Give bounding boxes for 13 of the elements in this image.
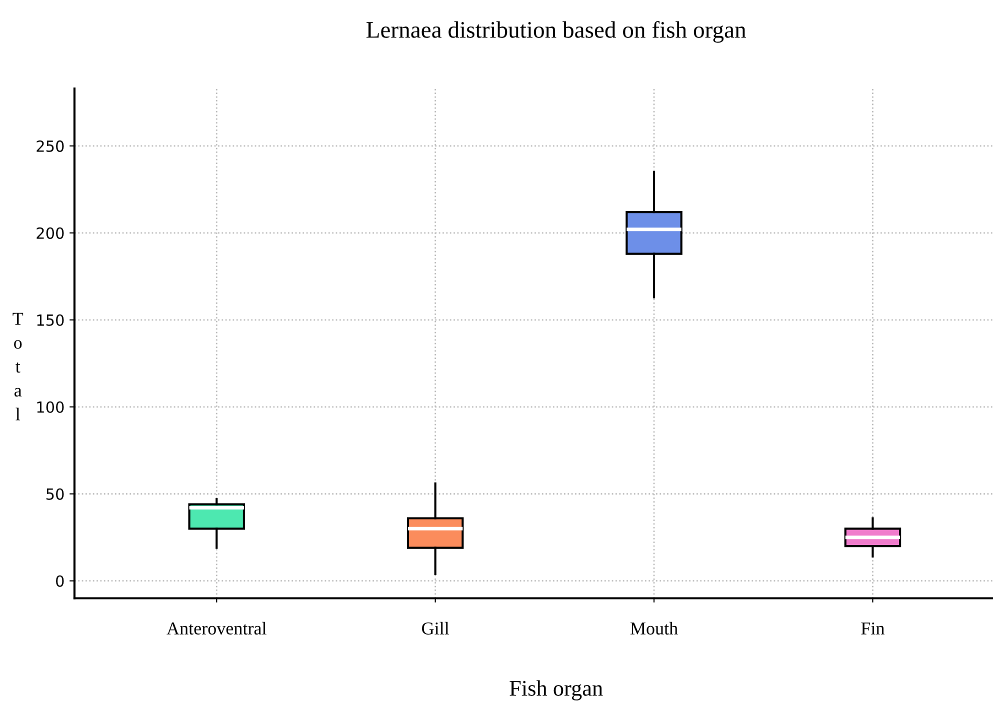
chart-title: Lernaea distribution based on fish organ	[366, 21, 746, 43]
y-tick-label: 50	[46, 488, 64, 500]
y-axis-title: Total	[12, 312, 24, 420]
x-axis-title: Fish organ	[510, 680, 603, 700]
x-tick-label: Fin	[861, 622, 884, 634]
x-tick-label: Gill	[422, 622, 450, 635]
x-tick-label: Mouth	[630, 622, 678, 635]
y-tick-label: 250	[36, 140, 64, 152]
y-tick-label: 0	[56, 575, 64, 587]
y-tick-label: 150	[37, 314, 64, 326]
y-tick-label: 200	[36, 227, 64, 239]
x-tick-label: Anteroventral	[166, 622, 266, 635]
y-tick-label: 100	[37, 401, 64, 413]
